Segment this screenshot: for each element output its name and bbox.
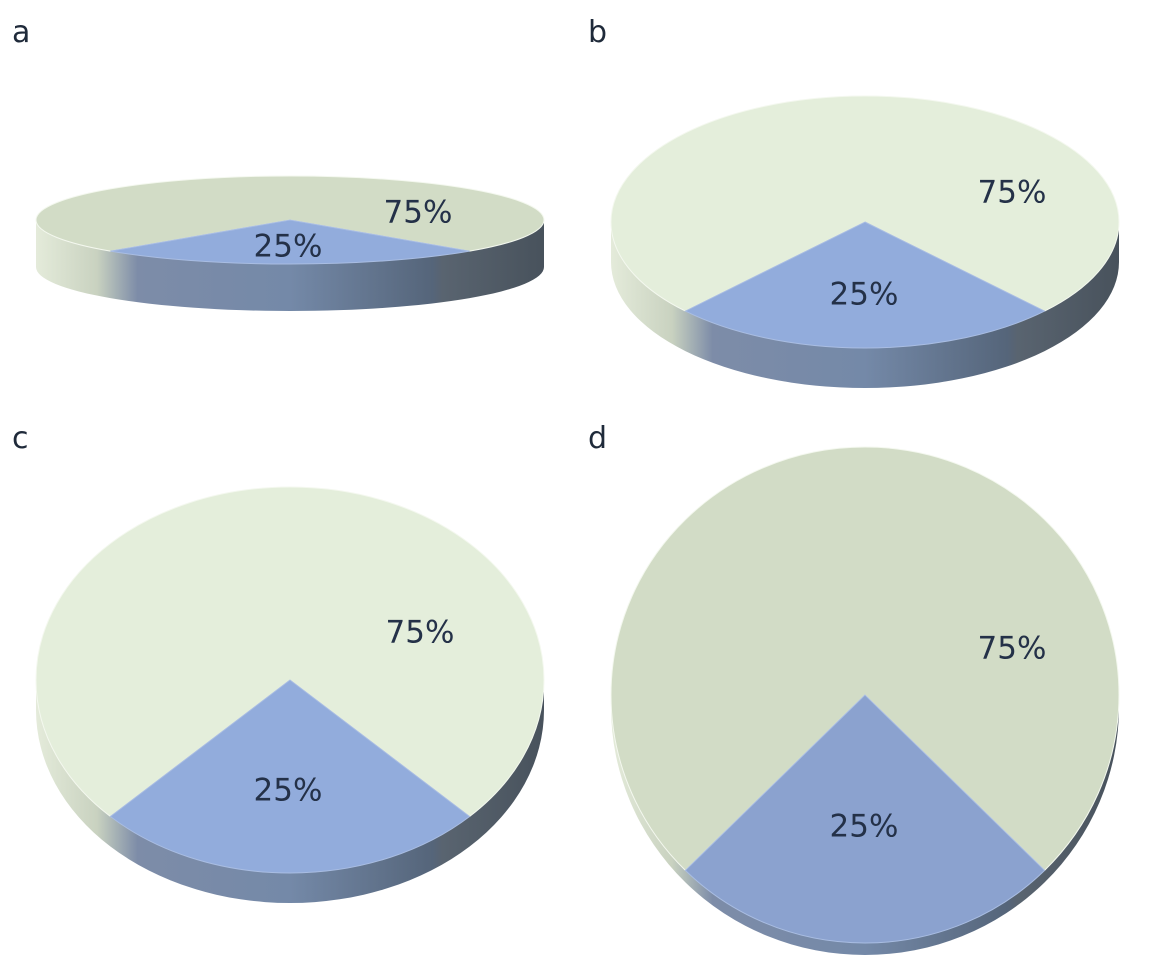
pie-panel-d: d 75% 25% bbox=[588, 421, 1120, 955]
pie-slice-75 bbox=[35, 486, 545, 818]
slice-label-25: 25% bbox=[830, 809, 899, 845]
panel-label: d bbox=[588, 421, 607, 456]
pie-panel-a: a 75% 25% bbox=[12, 15, 545, 311]
slice-label-25: 25% bbox=[830, 277, 899, 313]
pie-slice-75 bbox=[610, 446, 1120, 872]
panel-label: a bbox=[12, 15, 30, 50]
pie-slice-25 bbox=[684, 221, 1046, 349]
slice-label-25: 25% bbox=[254, 773, 323, 809]
slice-label-75: 75% bbox=[386, 615, 455, 651]
slice-label-25: 25% bbox=[254, 229, 323, 265]
pie-side-wall bbox=[611, 222, 1119, 388]
slice-label-75: 75% bbox=[978, 631, 1047, 667]
slice-label-75: 75% bbox=[384, 195, 453, 231]
pie-slice-75 bbox=[35, 175, 545, 252]
panel-label: c bbox=[12, 421, 29, 456]
pie-slice-25 bbox=[110, 219, 470, 265]
slice-label-75: 75% bbox=[978, 175, 1047, 211]
pie-side-wall bbox=[36, 220, 544, 311]
pie-slice-25 bbox=[109, 679, 471, 874]
pie-slice-25 bbox=[684, 694, 1046, 944]
pie-panel-b: b 75% 25% bbox=[588, 15, 1120, 388]
panel-label: b bbox=[588, 15, 607, 50]
pie-panel-c: c 75% 25% bbox=[12, 421, 545, 903]
pie-slice-75 bbox=[610, 95, 1120, 312]
